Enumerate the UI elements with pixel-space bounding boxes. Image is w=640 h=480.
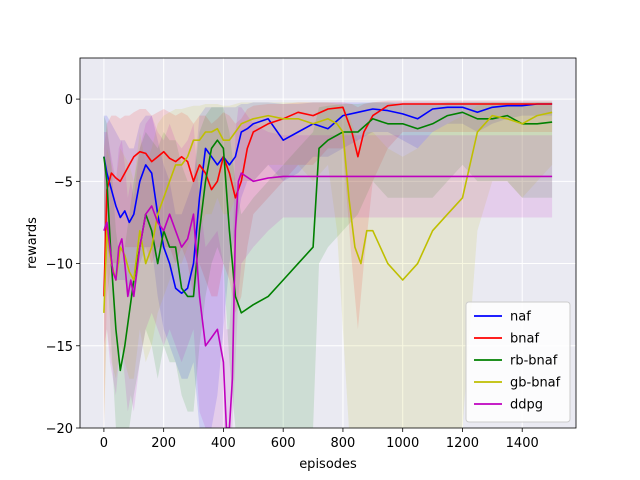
legend-label-rb-bnaf: rb-bnaf [510, 354, 558, 369]
x-tick-label: 1000 [386, 436, 419, 451]
y-tick-label: −5 [54, 175, 73, 190]
y-tick-label: −20 [46, 422, 73, 437]
x-tick-label: 1400 [506, 436, 539, 451]
y-tick-label: −10 [46, 258, 73, 273]
axes-frame [79, 57, 577, 429]
x-tick-label: 1200 [446, 436, 479, 451]
x-tick-label: 0 [100, 436, 108, 451]
line-ddpg [103, 172, 553, 428]
x-tick-label: 400 [211, 436, 236, 451]
line-gb-bnaf [103, 111, 553, 313]
x-tick-label: 800 [331, 436, 356, 451]
y-tick-label: −15 [46, 340, 73, 355]
band-ddpg [103, 107, 553, 428]
legend-label-ddpg: ddpg [510, 398, 543, 413]
legend-label-naf: naf [510, 310, 531, 325]
y-tick-label: 0 [65, 93, 73, 108]
x-tick-label: 600 [271, 436, 296, 451]
legend-box [465, 301, 571, 423]
axes [76, 57, 577, 432]
series-lines [103, 103, 553, 428]
legend-label-gb-bnaf: gb-bnaf [510, 376, 561, 391]
x-tick-label: 200 [151, 436, 176, 451]
legend-label-bnaf: bnaf [510, 332, 539, 347]
legend: naf bnaf rb-bnaf gb-bnaf ddpg [465, 301, 571, 423]
y-axis-label: rewards [25, 217, 40, 269]
tick-labels: 0 200 400 600 800 1000 1200 1400 0 −5 −10 −15 −20 [46, 93, 539, 451]
x-axis-label: episodes [299, 457, 357, 472]
line-naf [103, 103, 553, 295]
